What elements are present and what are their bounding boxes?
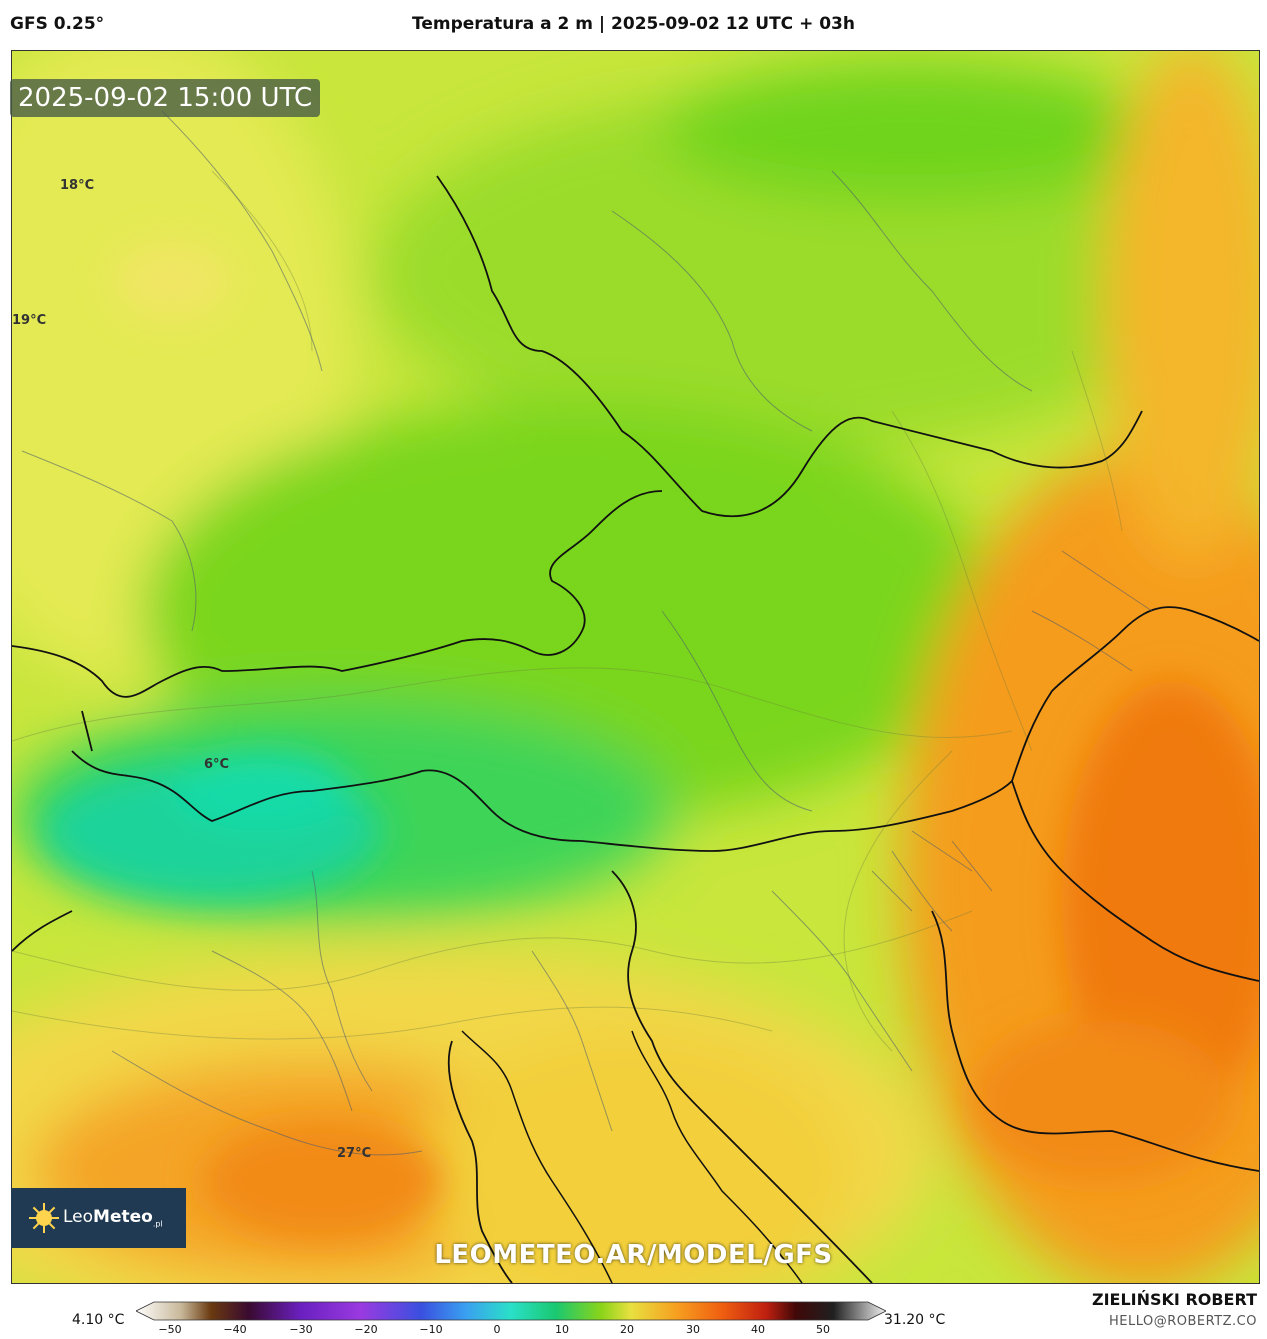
country-borders xyxy=(12,175,1259,1283)
colorbar-tick: −40 xyxy=(223,1323,247,1336)
author-email[interactable]: HELLO@ROBERTZ.CO xyxy=(1108,1314,1257,1329)
colorbar-tick: 50 xyxy=(816,1323,830,1336)
colorbar-tick: 40 xyxy=(751,1323,765,1336)
model-name: GFS 0.25° xyxy=(10,14,105,34)
temperature-label-19: 19°C xyxy=(12,313,47,328)
hot-core-east xyxy=(1062,681,1259,1121)
hot-core-southwest xyxy=(202,1121,442,1241)
coastline-croatia xyxy=(631,1030,803,1283)
temperature-map[interactable] xyxy=(11,50,1260,1284)
coastline-adriatic xyxy=(461,1030,613,1283)
cold-core-alps xyxy=(172,751,352,831)
leometeo-logo[interactable]: LeoMeteo.pl xyxy=(11,1188,186,1248)
isotherm-lines xyxy=(12,170,1123,1052)
colorbar-tick: 20 xyxy=(620,1323,634,1336)
warm-region-northeast xyxy=(1102,51,1259,561)
colorbar-min-label: 4.10 °C xyxy=(72,1312,125,1328)
warm-region-adriatic xyxy=(412,1031,852,1283)
hot-core-southeast xyxy=(972,1021,1232,1181)
valid-time-badge: 2025-09-02 15:00 UTC xyxy=(10,79,321,117)
logo-text: LeoMeteo.pl xyxy=(63,1207,163,1229)
colorbar-tick: 10 xyxy=(555,1323,569,1336)
website-watermark: LEOMETEO.AR/MODEL/GFS xyxy=(434,1240,833,1270)
sun-icon xyxy=(29,1203,59,1233)
temperature-label-27: 27°C xyxy=(337,1146,372,1161)
green-region-northeast xyxy=(662,61,1162,201)
colorbar-tick: 30 xyxy=(686,1323,700,1336)
colorbar-tick: −20 xyxy=(354,1323,378,1336)
chart-title: Temperatura a 2 m | 2025-09-02 12 UTC + … xyxy=(412,14,855,34)
warm-spot-west xyxy=(112,241,232,321)
colorbar-tick: 0 xyxy=(493,1323,501,1336)
author-name: ZIELIŃSKI ROBERT xyxy=(1091,1290,1257,1309)
colorbar-tick: −10 xyxy=(419,1323,443,1336)
colorbar-tick: −50 xyxy=(158,1323,182,1336)
temperature-label-18: 18°C xyxy=(60,178,95,193)
colorbar-ticks: −50 −40 −30 −20 −10 0 10 20 30 40 50 xyxy=(136,1323,886,1339)
colorbar-tick: −30 xyxy=(289,1323,313,1336)
map-canvas xyxy=(12,51,1259,1283)
regional-borders xyxy=(21,110,1153,1156)
colorbar-max-label: 31.20 °C xyxy=(884,1312,946,1328)
temperature-colorbar xyxy=(136,1301,886,1321)
temperature-label-6: 6°C xyxy=(204,757,230,772)
